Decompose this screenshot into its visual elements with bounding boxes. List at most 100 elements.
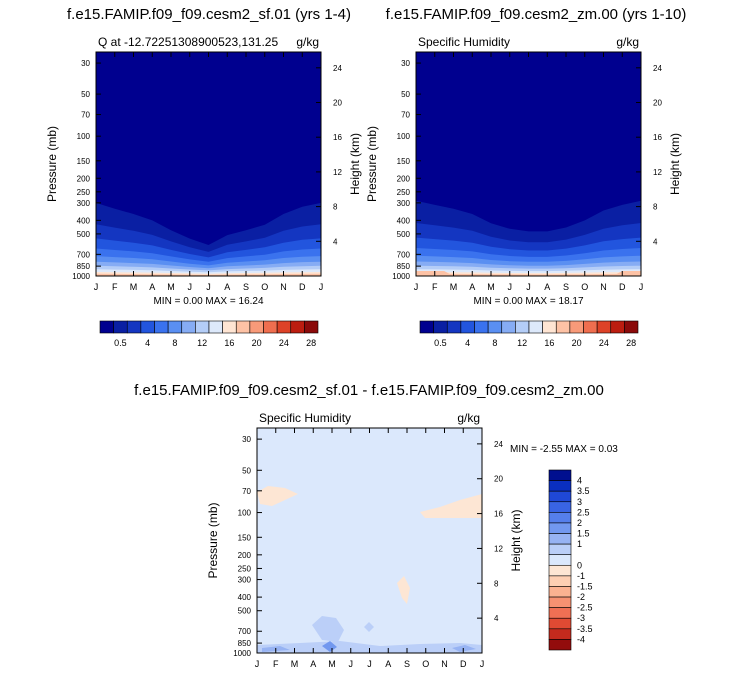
- colorbar0-box: [208, 320, 223, 334]
- colorbar2-label: 2.5: [577, 507, 590, 517]
- colorbar1-box: [446, 320, 462, 334]
- panel1-x-tick-label: A: [469, 282, 475, 292]
- colorbar2-box: [548, 533, 572, 545]
- colorbar1-box: [419, 320, 434, 334]
- colorbar2-box: [548, 522, 572, 534]
- colorbar2-box: [548, 639, 572, 651]
- panel1-x-tick-label: F: [432, 282, 438, 292]
- colorbar2-label: 3: [577, 497, 582, 507]
- panel2-y-tick-label: 500: [238, 607, 252, 616]
- colorbar0-box: [140, 320, 155, 334]
- colorbar2-box: [548, 628, 572, 640]
- panel0-min-max-text: MIN = 0.00 MAX = 16.24: [153, 296, 263, 307]
- colorbar2-label: 1.5: [577, 529, 590, 539]
- colorbar2-label: -3.5: [577, 624, 593, 634]
- colorbar1-box: [542, 320, 557, 334]
- colorbar0-label: 4: [145, 338, 150, 348]
- colorbar2-label: -3: [577, 613, 585, 623]
- panel0-y-tick-label: 1000: [72, 272, 90, 281]
- colorbar2-label: -2.5: [577, 603, 593, 613]
- panel0-height-tick-label: 20: [333, 99, 342, 108]
- panel2-y-tick-label: 200: [238, 551, 252, 560]
- colorbar1-box: [624, 320, 639, 334]
- panel0-x-tick-label: N: [280, 282, 287, 292]
- panel0-y-tick-label: 200: [77, 174, 91, 183]
- colorbar2-label: 3.5: [577, 486, 590, 496]
- panel0-height-axis-label: Height (km): [348, 133, 362, 195]
- colorbar1-box: [501, 320, 516, 334]
- panel0-x-tick-label: M: [130, 282, 138, 292]
- colorbar1-box: [474, 320, 489, 334]
- panel2-y-tick-label: 850: [238, 639, 252, 648]
- panel2-y-tick-label: 1000: [233, 649, 251, 658]
- panel2-y-tick-label: 30: [242, 435, 251, 444]
- colorbar1-box: [433, 320, 448, 334]
- colorbar0-label: 16: [224, 338, 234, 348]
- colorbar0-box: [276, 320, 292, 334]
- panel0-height-tick-label: 24: [333, 64, 342, 73]
- panel0-height-tick-label: 8: [333, 203, 338, 212]
- panel1-height-tick-label: 8: [653, 203, 658, 212]
- panel3-title: f.e15.FAMIP.f09_f09.cesm2_sf.01 - f.e15.…: [134, 382, 604, 399]
- panel2-y-axis-label: Pressure (mb): [206, 502, 220, 578]
- colorbar2-box: [548, 607, 572, 619]
- panel2-positive-patch-left: [257, 486, 298, 506]
- colorbar2-label: -1: [577, 571, 585, 581]
- panel2-background-fill: [257, 428, 482, 653]
- colorbar2-box: [548, 501, 572, 513]
- colorbar2-box: [548, 490, 572, 503]
- panel2-x-tick-label: J: [255, 659, 260, 669]
- panel1-min-max-text: MIN = 0.00 MAX = 18.17: [473, 296, 583, 307]
- colorbar2-box: [548, 586, 572, 598]
- colorbar2-box: [548, 469, 572, 481]
- panel1-x-tick-label: S: [563, 282, 569, 292]
- colorbar0-box: [167, 320, 183, 334]
- panel2-height-tick-label: 12: [494, 544, 503, 553]
- colorbar2-box: [548, 480, 572, 492]
- colorbar0-box: [263, 320, 278, 334]
- colorbar1-box: [569, 320, 584, 334]
- panel2-height-tick-label: 24: [494, 440, 503, 449]
- colorbar0-box: [235, 320, 251, 334]
- panel1-x-tick-label: J: [414, 282, 419, 292]
- colorbar1-label: 4: [465, 338, 470, 348]
- panel1-title: f.e15.FAMIP.f09_f09.cesm2_sf.01 (yrs 1-4…: [66, 6, 352, 23]
- colorbar1-label: 16: [544, 338, 554, 348]
- panel1-x-tick-label: D: [619, 282, 626, 292]
- panel2-y-tick-label: 70: [242, 487, 251, 496]
- panel1-y-tick-label: 50: [401, 90, 410, 99]
- panel1-left-string: Specific Humidity: [418, 35, 510, 49]
- panel2-y-tick-label: 300: [238, 576, 252, 585]
- colorbar1-box: [596, 320, 612, 334]
- panel2-negative-surface-core-right: [452, 645, 476, 652]
- panel1-x-tick-label: O: [581, 282, 588, 292]
- colorbar2-box: [548, 512, 572, 524]
- colorbar0-label: 28: [306, 338, 316, 348]
- panel2-y-tick-label: 250: [238, 564, 252, 573]
- panel0-x-tick-label: O: [261, 282, 268, 292]
- colorbar0-label: 0.5: [114, 338, 127, 348]
- panel2-x-tick-label: M: [328, 659, 336, 669]
- colorbar1-box: [555, 320, 571, 334]
- panel2-negative-patch-2: [364, 622, 374, 632]
- panel2-x-tick-label: M: [291, 659, 299, 669]
- colorbar2-box: [548, 543, 572, 556]
- panel0-x-tick-label: J: [94, 282, 99, 292]
- colorbar2-label: -4: [577, 634, 585, 644]
- panel2-height-tick-label: 16: [494, 510, 503, 519]
- colorbar0-label: 12: [197, 338, 207, 348]
- panel0-x-tick-label: D: [299, 282, 306, 292]
- panel0-y-tick-label: 30: [81, 59, 90, 68]
- colorbar2-box: [548, 617, 572, 630]
- panel0-unit-label: g/kg: [296, 35, 319, 49]
- panel2-height-tick-label: 4: [494, 614, 499, 623]
- panel2-x-tick-label: F: [273, 659, 279, 669]
- panel2-negative-core: [322, 641, 337, 652]
- colorbar0-box: [195, 320, 210, 334]
- panel1-y-tick-label: 300: [397, 199, 411, 208]
- panel1-x-tick-label: J: [639, 282, 644, 292]
- panel0-x-tick-label: F: [112, 282, 118, 292]
- panel0-y-tick-label: 700: [77, 250, 91, 259]
- panel0-y-tick-label: 50: [81, 90, 90, 99]
